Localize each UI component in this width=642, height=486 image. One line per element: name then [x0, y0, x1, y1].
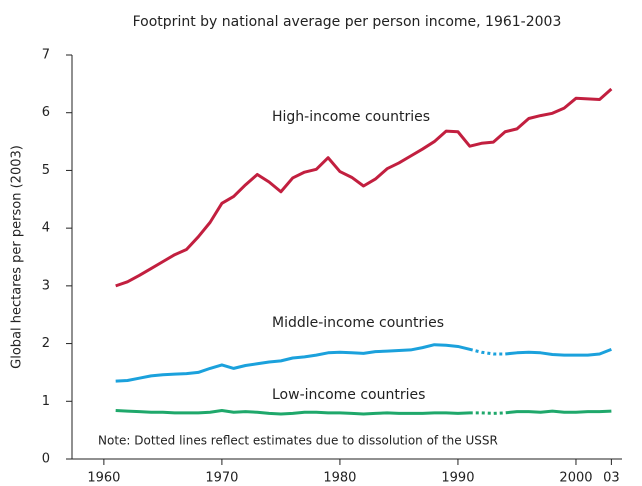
- y-tick-label: 2: [42, 336, 50, 351]
- series-label: Low-income countries: [272, 387, 425, 403]
- x-tick-label: 1960: [87, 471, 120, 486]
- y-tick-label: 4: [42, 221, 50, 236]
- series-label: High-income countries: [272, 109, 430, 125]
- x-tick-label: 1980: [323, 471, 356, 486]
- series-line: [115, 409, 612, 416]
- y-tick-label: 0: [42, 452, 50, 467]
- x-tick-label: 1990: [441, 471, 474, 486]
- y-tick-label: 5: [42, 163, 50, 178]
- y-axis-label: Global hectares per person (2003): [10, 145, 25, 369]
- series-line: [115, 87, 613, 288]
- x-tick-label: 03: [603, 471, 620, 486]
- chart-title: Footprint by national average per person…: [133, 14, 562, 30]
- y-tick-label: 6: [42, 105, 50, 120]
- x-tick-label: 1970: [205, 471, 238, 486]
- note: Note: Dotted lines reflect estimates due…: [98, 434, 498, 448]
- series-line: [115, 343, 612, 383]
- x-tick-label: 2000: [559, 471, 592, 486]
- y-tick-label: 1: [42, 394, 50, 409]
- y-tick-label: 7: [42, 48, 50, 63]
- series-label: Middle-income countries: [272, 315, 444, 331]
- y-tick-label: 3: [42, 278, 50, 293]
